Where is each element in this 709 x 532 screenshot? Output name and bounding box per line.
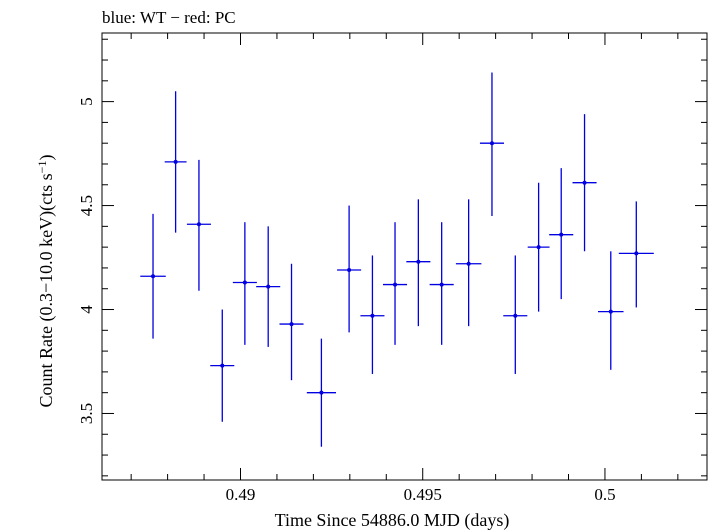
data-point <box>429 222 454 345</box>
data-marker <box>347 268 352 273</box>
data-marker <box>173 159 178 164</box>
data-marker <box>393 282 398 287</box>
data-marker <box>416 259 421 264</box>
data-marker <box>151 274 156 279</box>
y-tick-label: 5 <box>77 97 96 106</box>
data-point <box>618 201 654 308</box>
data-point <box>306 338 336 447</box>
data-point <box>382 222 408 345</box>
data-point <box>503 255 528 374</box>
y-tick-label: 3.5 <box>77 403 96 424</box>
y-axis-label-superscript: −1 <box>35 161 49 174</box>
data-point <box>455 199 482 327</box>
data-marker <box>242 280 247 285</box>
data-marker <box>559 232 564 237</box>
y-axis-ticks <box>102 38 707 477</box>
data-marker <box>536 245 541 250</box>
x-axis-ticks <box>130 33 679 480</box>
data-marker <box>489 141 494 146</box>
x-tick-label: 0.49 <box>226 485 256 504</box>
data-point <box>360 255 385 374</box>
x-tick-label: 0.5 <box>594 485 615 504</box>
data-marker <box>466 261 471 266</box>
data-marker <box>439 282 444 287</box>
y-tick-label: 4 <box>77 305 96 314</box>
data-marker <box>634 251 639 256</box>
chart-title: blue: WT − red: PC <box>102 8 236 27</box>
y-axis-label: Count Rate (0.3−10.0 keV)(cts s−1) <box>35 155 57 408</box>
plot-frame <box>101 32 708 481</box>
y-axis-label-close: ) <box>36 155 57 161</box>
y-tick-label: 4.5 <box>77 195 96 216</box>
data-point <box>256 226 281 347</box>
x-tick-label: 0.495 <box>404 485 442 504</box>
y-axis-label-main: Count Rate (0.3−10.0 keV)(cts s <box>36 173 57 407</box>
data-marker <box>196 222 201 227</box>
data-point <box>406 199 431 327</box>
data-marker <box>220 363 225 368</box>
data-marker <box>370 313 375 318</box>
data-marker <box>582 180 587 185</box>
data-marker <box>266 284 271 289</box>
data-point <box>279 263 304 381</box>
data-point <box>186 159 211 291</box>
data-marker <box>289 322 294 327</box>
data-point <box>572 114 597 252</box>
data-marker <box>513 313 518 318</box>
y-axis-tick-labels: 3.5 4 4.5 5 <box>77 97 96 424</box>
x-axis-tick-labels: 0.49 0.495 0.5 <box>226 485 616 504</box>
data-marker <box>319 390 324 395</box>
data-point <box>337 205 362 333</box>
data-point <box>140 213 166 339</box>
data-point <box>549 168 574 300</box>
data-marker <box>608 309 613 314</box>
data-point <box>527 182 550 312</box>
data-series <box>140 72 654 447</box>
x-axis-label: Time Since 54886.0 MJD (days) <box>275 510 510 531</box>
data-point <box>210 309 235 422</box>
data-point <box>232 222 257 345</box>
data-point <box>479 72 504 216</box>
data-point <box>164 91 187 233</box>
data-point <box>598 251 624 370</box>
